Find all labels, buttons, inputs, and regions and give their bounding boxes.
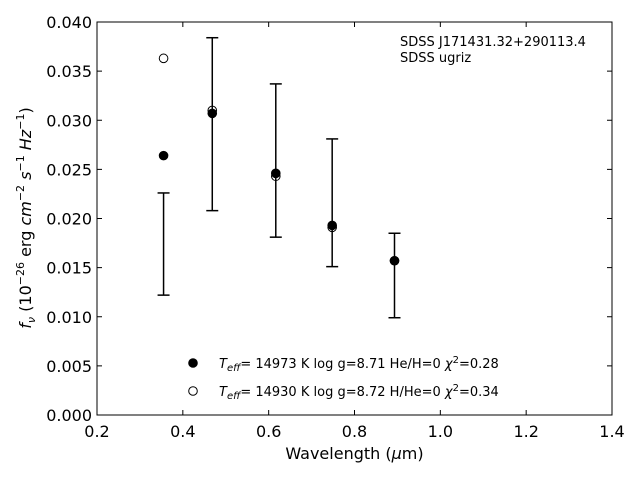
axis-ticks: 0.2 0.4 0.6 0.8 1.0 1.2 1.4 0.000 0.005 0.010 0.01… <box>46 13 625 441</box>
svg-text:fν (10−26 erg cm−2 s−1 Hz−1): fν (10−26 erg cm−2 s−1 Hz−1) <box>14 107 38 328</box>
x-tick-label: 1.2 <box>513 422 538 441</box>
model-point-filled <box>270 168 281 179</box>
y-tick-label: 0.030 <box>46 111 92 130</box>
observed-errorbar <box>326 138 339 268</box>
plot-marks <box>157 36 401 319</box>
model-point-filled <box>327 220 337 231</box>
y-axis-label: fν (10−26 erg cm−2 s−1 Hz−1) <box>14 107 38 328</box>
y-tick-label: 0.040 <box>46 13 92 32</box>
y-tick-label: 0.025 <box>46 160 92 179</box>
survey-annotation: SDSS ugriz <box>400 51 471 66</box>
legend-marker-open <box>188 386 198 396</box>
observed-errorbar <box>388 232 401 319</box>
model-point-filled <box>389 255 400 266</box>
y-tick-label: 0.020 <box>46 210 92 229</box>
model-point-filled <box>207 108 218 119</box>
legend-marker-filled <box>188 358 198 368</box>
legend-entry-da: Teff= 14973 K log g=8.71 He/H=0 χ2=0.28 <box>219 355 499 374</box>
x-tick-label: 0.8 <box>342 422 367 441</box>
x-tick-label: 1.4 <box>599 422 624 441</box>
x-tick-label: 0.4 <box>170 422 195 441</box>
y-tick-label: 0.005 <box>46 357 92 376</box>
y-tick-label: 0.015 <box>46 259 92 278</box>
model-point-filled <box>158 150 169 161</box>
x-tick-label: 0.2 <box>84 422 109 441</box>
object-annotation: SDSS J171431.32+290113.4 <box>400 35 586 50</box>
observed-errorbar <box>269 83 282 238</box>
x-tick-label: 0.6 <box>256 422 281 441</box>
model-point-open <box>158 53 169 64</box>
y-tick-label: 0.035 <box>46 62 92 81</box>
x-tick-label: 1.0 <box>428 422 453 441</box>
observed-errorbar <box>157 192 170 296</box>
x-axis-label: Wavelength (μm) <box>285 444 423 463</box>
y-tick-label: 0.000 <box>46 406 92 425</box>
observed-errorbar <box>206 36 219 212</box>
y-tick-label: 0.010 <box>46 308 92 327</box>
legend: Teff= 14973 K log g=8.71 He/H=0 χ2=0.28 … <box>188 355 499 402</box>
legend-entry-db: Teff= 14930 K log g=8.72 H/He=0 χ2=0.34 <box>219 383 499 402</box>
